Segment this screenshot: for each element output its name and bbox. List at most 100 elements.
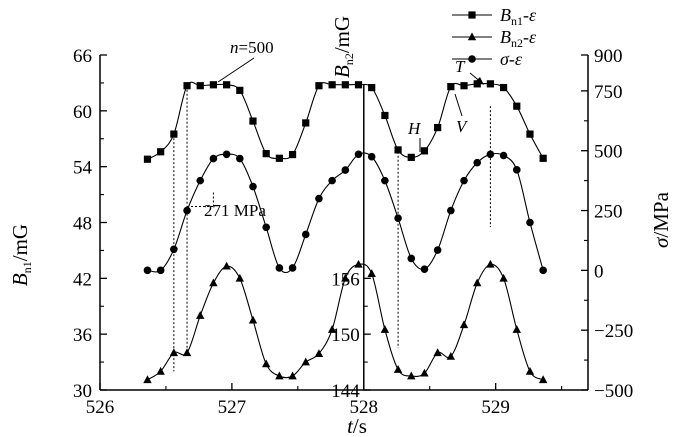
data-point	[367, 152, 376, 161]
series-layer	[143, 80, 548, 384]
data-point	[447, 83, 455, 91]
data-point	[196, 176, 205, 185]
data-point	[447, 206, 455, 215]
annotation-layer: n=500 271 MPa H T V	[204, 38, 484, 220]
data-point	[157, 148, 165, 156]
data-point	[433, 246, 442, 254]
data-point	[222, 150, 231, 159]
legend-item: Bn2-ε	[452, 27, 537, 50]
data-point	[512, 166, 521, 174]
data-point	[394, 214, 402, 222]
right-tick-label: 250	[594, 202, 623, 223]
data-point	[288, 150, 297, 159]
data-point	[434, 123, 442, 132]
data-point	[143, 375, 152, 384]
left-tick-label: 60	[73, 102, 92, 123]
annotation-arrowhead	[476, 77, 484, 85]
data-point	[196, 311, 205, 319]
left-tick-label: 30	[73, 381, 92, 402]
data-point	[446, 352, 456, 360]
data-point	[156, 266, 165, 275]
data-point	[433, 348, 442, 357]
data-point	[314, 349, 324, 358]
legend-label: σ-ε	[500, 49, 523, 69]
data-point	[275, 264, 284, 272]
data-point	[222, 261, 231, 270]
data-point	[156, 366, 165, 375]
right-tick-label: 500	[594, 142, 623, 163]
data-point	[248, 315, 258, 324]
right-axis-label: σ/MPa	[649, 191, 673, 248]
left-tick-label: 54	[73, 158, 93, 179]
data-point	[499, 83, 508, 92]
data-point	[341, 273, 350, 282]
data-point	[209, 154, 218, 163]
right-tick-label: 750	[594, 82, 623, 103]
annotation-V: V	[456, 117, 469, 136]
data-point	[420, 147, 429, 155]
data-point	[249, 117, 257, 125]
series-square	[143, 80, 547, 163]
x-tick-label: 526	[86, 397, 115, 418]
middle-axis-label: Bn2/mG	[330, 16, 356, 78]
middle-tick-label: 150	[331, 325, 360, 346]
data-point	[486, 259, 495, 268]
annotation-H: H	[407, 119, 422, 138]
data-point	[473, 158, 482, 167]
data-point	[143, 266, 152, 275]
data-point	[301, 230, 310, 239]
data-point	[236, 86, 244, 94]
annotation-T: T	[455, 57, 466, 76]
data-point	[341, 81, 349, 89]
middle-tick-label: 144	[331, 381, 360, 402]
data-point	[512, 325, 521, 333]
data-point	[209, 278, 218, 287]
right-tick-label: −250	[594, 321, 633, 342]
data-point	[288, 371, 297, 380]
data-point	[407, 371, 416, 380]
data-point	[367, 269, 376, 277]
data-point	[328, 176, 336, 185]
data-point	[539, 266, 547, 275]
legend-label: Bn2-ε	[500, 27, 537, 50]
left-tick-label: 66	[73, 46, 92, 67]
data-point	[170, 130, 178, 138]
data-point	[315, 194, 323, 203]
right-tick-label: −500	[594, 381, 633, 402]
left-axis-label: Bn1/mG	[8, 224, 34, 286]
data-point	[459, 320, 469, 329]
data-point	[169, 348, 179, 357]
data-point	[538, 375, 548, 384]
right-tick-label: 900	[594, 46, 623, 67]
annotation-stress: 271 MPa	[204, 201, 266, 220]
data-point	[499, 151, 508, 160]
annotation-n: n=500	[230, 38, 274, 57]
right-tick-label: 0	[594, 261, 604, 282]
data-point	[393, 365, 403, 373]
guide-lines	[173, 85, 491, 372]
x-tick-label: 529	[481, 397, 510, 418]
left-tick-label: 42	[73, 269, 92, 290]
annotation-leader	[217, 57, 255, 83]
legend-marker	[468, 55, 476, 63]
legend-label: Bn1-ε	[500, 5, 537, 28]
data-point	[262, 223, 270, 232]
data-point	[196, 82, 204, 90]
data-point	[341, 166, 350, 174]
data-point	[170, 245, 178, 254]
middle-tick-label: 156	[331, 269, 360, 290]
data-point	[525, 366, 535, 375]
data-point	[327, 325, 337, 333]
data-point	[473, 80, 481, 88]
data-point	[486, 150, 495, 159]
data-point	[261, 359, 271, 368]
data-point	[143, 155, 152, 163]
data-point	[262, 150, 270, 158]
data-point	[381, 176, 389, 185]
x-tick-label: 527	[218, 397, 247, 418]
data-point	[301, 357, 310, 366]
series-triangle	[143, 259, 548, 384]
legend-item: Bn1-ε	[452, 5, 537, 28]
